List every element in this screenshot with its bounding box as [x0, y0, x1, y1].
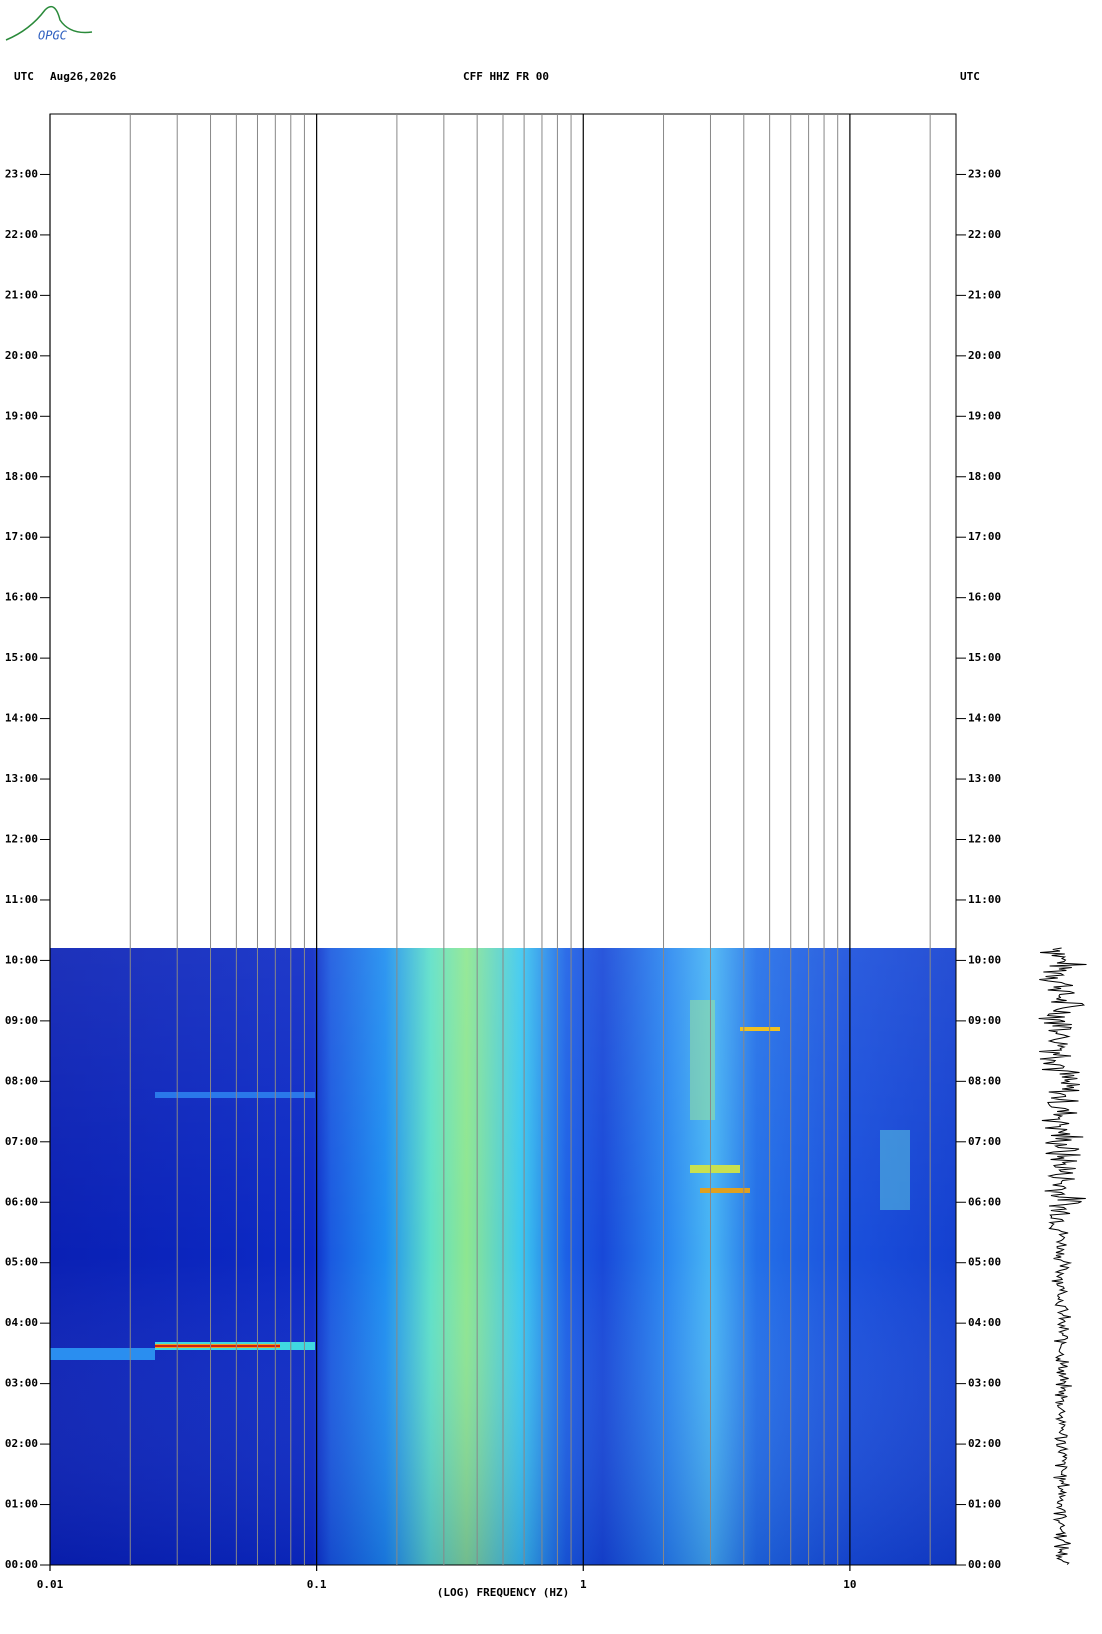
y-tick-label: 20:00 — [5, 349, 38, 362]
y-tick-label: 12:00 — [968, 833, 1001, 846]
y-tick-label: 18:00 — [968, 470, 1001, 483]
y-tick-label: 07:00 — [5, 1135, 38, 1148]
y-tick-label: 18:00 — [5, 470, 38, 483]
logo: OPGC — [5, 5, 93, 43]
y-tick-label: 09:00 — [5, 1014, 38, 1027]
y-tick-label: 09:00 — [968, 1014, 1001, 1027]
y-tick-label: 13:00 — [968, 772, 1001, 785]
y-tick-label: 14:00 — [5, 712, 38, 725]
y-tick-label: 21:00 — [968, 288, 1001, 301]
y-tick-label: 00:00 — [5, 1558, 38, 1571]
y-tick-label: 20:00 — [968, 349, 1001, 362]
y-tick-label: 06:00 — [5, 1195, 38, 1208]
y-tick-label: 10:00 — [968, 953, 1001, 966]
y-tick-label: 10:00 — [5, 953, 38, 966]
x-tick-label: 10 — [843, 1578, 856, 1591]
x-tick-label: 0.01 — [37, 1578, 64, 1591]
y-tick-label: 03:00 — [5, 1377, 38, 1390]
y-tick-label: 22:00 — [968, 228, 1001, 241]
y-tick-label: 23:00 — [5, 167, 38, 180]
y-tick-label: 17:00 — [968, 530, 1001, 543]
y-tick-label: 03:00 — [968, 1377, 1001, 1390]
y-tick-label: 22:00 — [5, 228, 38, 241]
y-tick-label: 11:00 — [5, 893, 38, 906]
y-tick-label: 05:00 — [5, 1256, 38, 1269]
date-label: Aug26,2026 — [50, 70, 117, 83]
y-tick-label: 21:00 — [5, 288, 38, 301]
y-tick-label: 04:00 — [968, 1316, 1001, 1329]
x-axis-title: (LOG) FREQUENCY (HZ) — [437, 1586, 569, 1599]
y-tick-label: 04:00 — [5, 1316, 38, 1329]
y-tick-label: 16:00 — [5, 591, 38, 604]
seismogram — [1038, 947, 1087, 1565]
y-tick-label: 02:00 — [968, 1437, 1001, 1450]
y-tick-label: 19:00 — [5, 409, 38, 422]
y-tick-label: 12:00 — [5, 833, 38, 846]
y-tick-label: 07:00 — [968, 1135, 1001, 1148]
y-tick-label: 01:00 — [968, 1498, 1001, 1511]
y-tick-label: 08:00 — [5, 1074, 38, 1087]
y-tick-label: 11:00 — [968, 893, 1001, 906]
y-tick-label: 14:00 — [968, 712, 1001, 725]
y-tick-label: 00:00 — [968, 1558, 1001, 1571]
y-tick-label: 16:00 — [968, 591, 1001, 604]
y-tick-label: 13:00 — [5, 772, 38, 785]
y-tick-label: 17:00 — [5, 530, 38, 543]
y-tick-label: 23:00 — [968, 167, 1001, 180]
zone-label: UTC — [960, 70, 980, 83]
y-tick-label: 19:00 — [968, 409, 1001, 422]
y-tick-label: 15:00 — [5, 651, 38, 664]
station-title: CFF HHZ FR 00 — [463, 70, 549, 83]
y-tick-label: 05:00 — [968, 1256, 1001, 1269]
y-tick-label: 02:00 — [5, 1437, 38, 1450]
y-tick-label: 15:00 — [968, 651, 1001, 664]
zone-label: UTC — [14, 70, 34, 83]
x-tick-label: 1 — [580, 1578, 587, 1591]
logo-text: OPGC — [38, 29, 68, 43]
x-tick-label: 0.1 — [307, 1578, 327, 1591]
y-tick-label: 01:00 — [5, 1498, 38, 1511]
y-tick-label: 06:00 — [968, 1195, 1001, 1208]
y-tick-label: 08:00 — [968, 1074, 1001, 1087]
